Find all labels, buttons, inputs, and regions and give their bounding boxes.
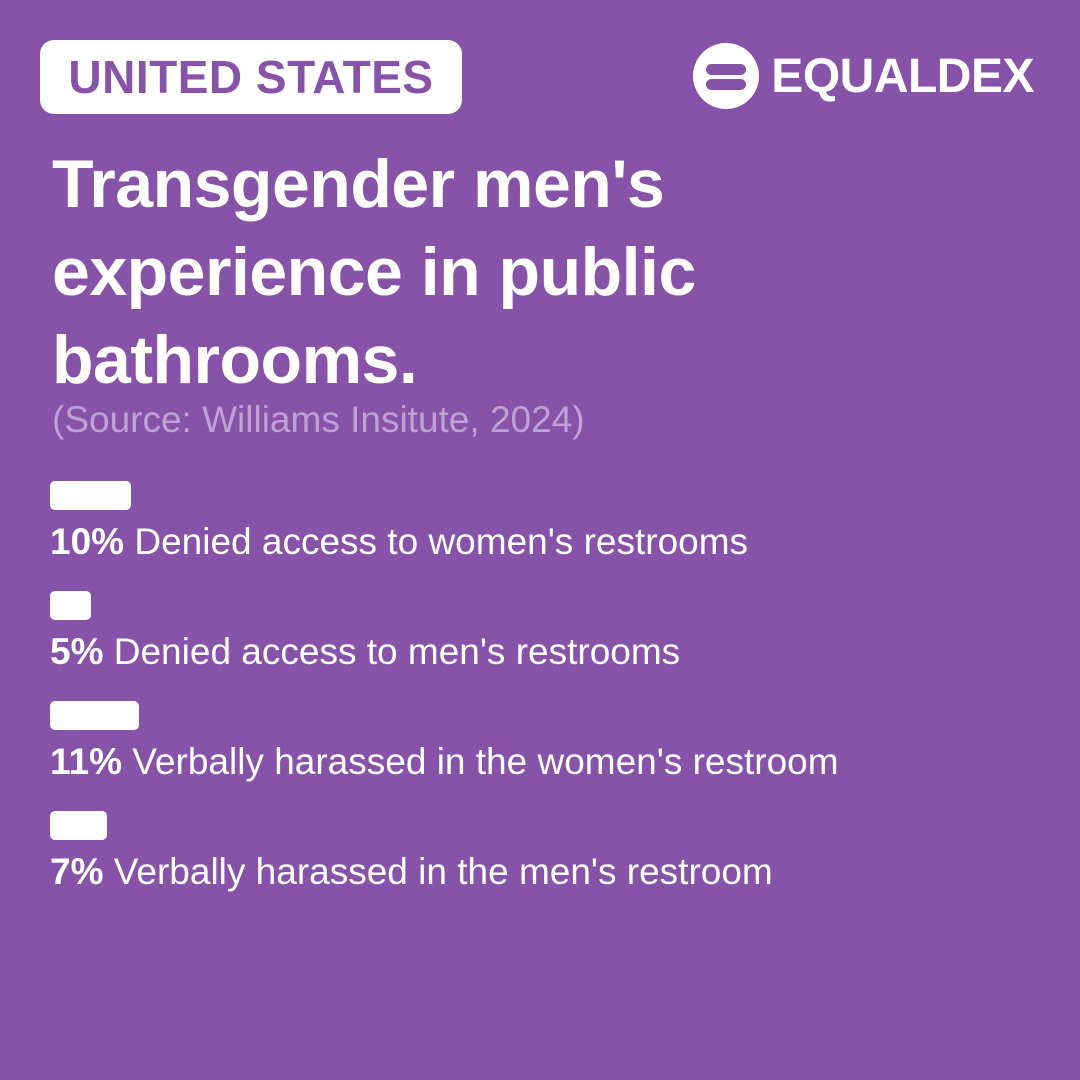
stat-label: 7% Verbally harassed in the men's restro… <box>50 848 1050 896</box>
stat-row: 11% Verbally harassed in the women's res… <box>50 701 1050 786</box>
stat-row: 7% Verbally harassed in the men's restro… <box>50 811 1050 896</box>
brand-logo: EQUALDEX <box>693 43 1034 109</box>
stat-label: 5% Denied access to men's restrooms <box>50 628 1050 676</box>
stat-label: 11% Verbally harassed in the women's res… <box>50 738 1050 786</box>
data-label: 11% <box>50 741 123 782</box>
bar <box>50 481 131 510</box>
chart-title: Transgender men's experience in public b… <box>52 146 696 398</box>
data-label: 10% <box>50 521 125 562</box>
data-label: 7% <box>50 851 104 892</box>
bar <box>50 811 107 840</box>
brand-name: EQUALDEX <box>771 49 1034 103</box>
country-badge: UNITED STATES <box>40 40 462 114</box>
stat-label: 10% Denied access to women's restrooms <box>50 518 1050 566</box>
category-label: Denied access to men's restrooms <box>103 631 681 672</box>
stat-row: 5% Denied access to men's restrooms <box>50 591 1050 676</box>
equaldex-logo-icon <box>693 43 760 109</box>
source-citation: (Source: Williams Insitute, 2024) <box>52 399 585 440</box>
bar <box>50 701 139 730</box>
data-label: 5% <box>50 631 104 672</box>
category-label: Verbally harassed in the men's restroom <box>103 851 773 892</box>
category-label: Verbally harassed in the women's restroo… <box>122 741 839 782</box>
category-label: Denied access to women's restrooms <box>124 521 749 562</box>
stat-row: 10% Denied access to women's restrooms <box>50 481 1050 566</box>
country-label: UNITED STATES <box>68 51 434 103</box>
bar <box>50 591 91 620</box>
